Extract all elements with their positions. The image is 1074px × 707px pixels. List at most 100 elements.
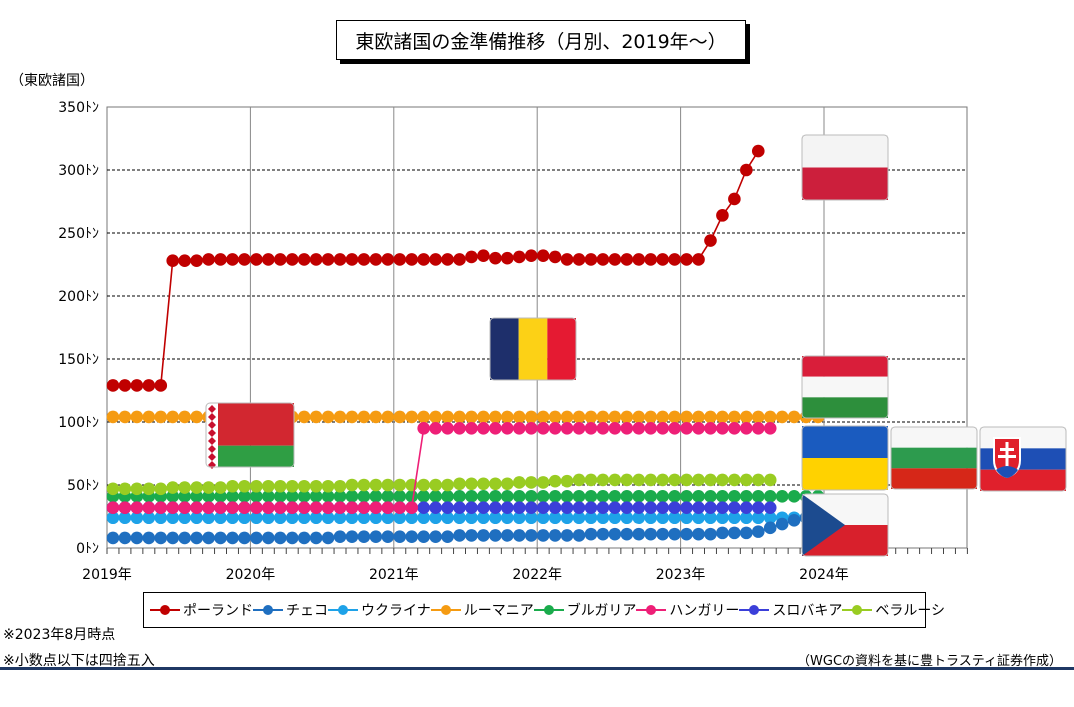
data-point: [560, 253, 574, 266]
poland-flag-icon: [801, 134, 889, 201]
data-point: [453, 511, 466, 525]
data-point: [728, 526, 741, 540]
data-point: [118, 379, 132, 392]
data-point: [285, 490, 299, 503]
data-point: [297, 410, 311, 424]
flag-band: [980, 427, 1066, 449]
data-point: [536, 490, 550, 503]
data-point: [429, 410, 442, 424]
hungary-flag-icon: [801, 355, 889, 419]
data-point: [501, 422, 514, 435]
data-point: [202, 490, 215, 503]
data-point: [465, 511, 478, 525]
note-rounding: ※小数点以下は四捨五入: [3, 653, 155, 669]
data-point: [608, 422, 622, 435]
data-point: [512, 476, 526, 489]
data-point: [501, 490, 514, 503]
data-point: [489, 511, 502, 525]
data-point: [632, 422, 646, 435]
data-point: [608, 253, 622, 266]
data-point: [512, 529, 526, 542]
data-point: [501, 477, 514, 491]
flag-band: [490, 318, 519, 380]
data-point: [632, 473, 646, 487]
x-tick-label: 2020年: [226, 567, 276, 583]
data-point: [644, 422, 658, 435]
data-point: [166, 501, 180, 514]
data-point: [644, 473, 658, 487]
data-point: [369, 511, 383, 525]
data-point: [333, 501, 347, 514]
source-credit: （WGCの資料を基に豊トラスティ証券作成）: [797, 654, 1062, 669]
data-point: [190, 410, 203, 424]
flag-band: [802, 458, 888, 490]
data-point: [656, 527, 669, 541]
data-point: [477, 511, 490, 525]
data-point: [584, 501, 598, 514]
data-point: [393, 478, 407, 492]
data-point: [692, 410, 705, 424]
data-point: [512, 511, 526, 525]
data-point: [453, 422, 466, 435]
data-point: [405, 501, 419, 514]
y-tick-label: 300ﾄﾝ: [58, 163, 99, 179]
data-point: [357, 253, 371, 266]
data-point: [393, 511, 407, 525]
data-point: [548, 511, 562, 525]
data-point: [154, 531, 168, 545]
data-point: [273, 501, 287, 514]
legend-item-romania: ルーマニア: [430, 600, 534, 620]
data-point: [405, 530, 419, 543]
data-point: [596, 490, 610, 503]
data-point: [584, 410, 598, 424]
data-point: [489, 251, 502, 265]
legend-label: チェコ: [286, 603, 328, 619]
chart-legend: ポーランド チェコ ウクライナ ルーマニア ブルガリア ハンガリー スロバキア ベラルーシ: [143, 592, 945, 628]
flag-band: [802, 397, 888, 418]
data-point: [740, 410, 753, 424]
data-point: [501, 529, 514, 542]
data-point: [572, 473, 586, 487]
data-point: [596, 527, 610, 541]
data-point: [692, 511, 705, 525]
data-point: [524, 422, 538, 435]
ukraine-flag-icon: [801, 425, 889, 491]
data-point: [369, 501, 383, 514]
data-point: [429, 501, 442, 514]
note-date: ※2023年8月時点: [3, 627, 116, 643]
data-point: [501, 410, 514, 424]
data-point: [357, 478, 371, 492]
data-point: [560, 511, 574, 525]
belarus-ornament: [208, 421, 216, 429]
data-point: [166, 490, 180, 503]
data-point: [692, 527, 705, 541]
belarus-ornament: [208, 413, 216, 421]
flag-outline: [801, 493, 889, 557]
data-point: [453, 253, 466, 266]
data-point: [584, 253, 598, 266]
data-point: [716, 490, 729, 503]
legend-item-belarus: ベラルーシ: [842, 600, 945, 620]
data-point: [465, 529, 478, 542]
data-point: [596, 511, 610, 525]
data-point: [512, 422, 526, 435]
data-point: [584, 422, 598, 435]
data-point: [489, 410, 502, 424]
data-point: [441, 410, 454, 424]
data-point: [548, 474, 562, 488]
data-point: [190, 254, 203, 268]
data-point: [130, 501, 144, 514]
x-tick-label: 2022年: [512, 567, 562, 583]
data-point: [333, 410, 347, 424]
data-point: [692, 473, 705, 487]
data-point: [142, 482, 156, 496]
data-point: [680, 253, 693, 266]
legend-item-slovakia: スロバキア: [739, 600, 842, 620]
data-point: [429, 530, 442, 543]
data-point: [644, 527, 658, 541]
czech-triangle: [802, 494, 845, 556]
data-point: [333, 530, 347, 543]
data-point: [680, 490, 693, 503]
data-point: [333, 511, 347, 525]
data-point: [656, 410, 669, 424]
